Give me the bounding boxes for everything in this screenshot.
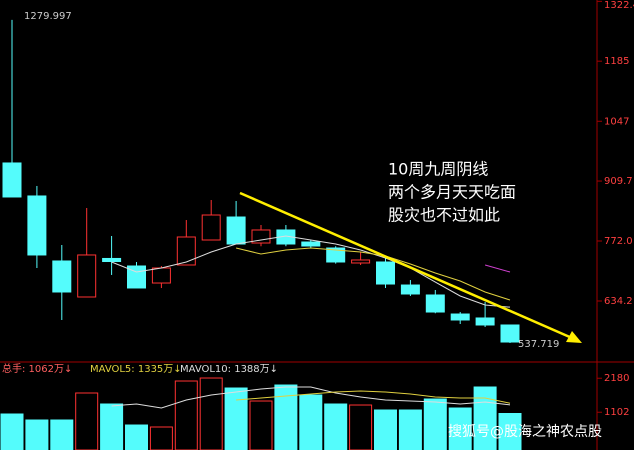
annotation: 10周九周阴线 — [388, 160, 488, 179]
volume-bar — [274, 384, 298, 450]
y-tick-label: 909.7 — [604, 176, 633, 187]
annotation: 股灾也不过如此 — [388, 206, 500, 225]
candle-body — [425, 294, 445, 313]
candle-body — [301, 241, 321, 247]
y-tick-label: 1322.4 — [604, 0, 634, 11]
candle-body — [27, 195, 47, 256]
volume-bar — [174, 380, 198, 450]
candle-body — [176, 236, 196, 266]
candle-body — [400, 284, 420, 295]
ma-line — [484, 264, 511, 273]
candle-body — [52, 260, 72, 293]
y-tick-label: 2180 — [604, 373, 629, 384]
volume-bar — [473, 386, 497, 450]
candle-body — [151, 267, 171, 284]
volume-bar — [423, 398, 447, 450]
volume-bar — [25, 419, 49, 450]
arrow-head — [566, 331, 582, 343]
candle-body — [500, 324, 520, 343]
ma-line — [236, 390, 511, 404]
watermark: 搜狐号@股海之神农点股 — [448, 424, 602, 440]
volume-bar — [100, 403, 124, 450]
volume-bar — [50, 419, 74, 450]
volume-bar — [125, 424, 148, 450]
ma-line — [111, 235, 511, 308]
candle-body — [326, 247, 346, 263]
volume-bar — [324, 403, 348, 450]
y-tick-label: 1047 — [604, 116, 629, 127]
y-tick-label: 1185 — [604, 56, 629, 67]
volume-bar — [75, 392, 99, 450]
candle-body — [226, 216, 246, 245]
high-label: 1279.997 — [24, 11, 72, 22]
low-label: 537.719 — [518, 339, 559, 350]
volume-bar — [249, 400, 273, 450]
ma-line — [111, 386, 511, 409]
candle-body — [77, 254, 97, 298]
volume-bar — [349, 404, 373, 450]
candle-body — [2, 162, 22, 198]
candle-body — [102, 257, 122, 263]
candle-body — [201, 214, 221, 241]
volume-bar — [398, 409, 422, 450]
candle-body — [351, 259, 371, 264]
volume-bar — [224, 387, 248, 450]
candle-body — [450, 313, 470, 321]
candle-body — [376, 261, 395, 285]
volume-bar — [374, 409, 397, 450]
volume-legend: 总手: 1062万↓ — [2, 362, 72, 375]
trend-arrow — [239, 191, 573, 340]
y-tick-label: 772.0 — [604, 236, 633, 247]
candle-body — [475, 317, 495, 326]
volume-legend: MAVOL5: 1335万↓ — [90, 364, 182, 375]
volume-legend: MAVOL10: 1388万↓ — [180, 364, 278, 375]
volume-bar — [199, 377, 223, 450]
volume-bar — [299, 394, 323, 450]
ma-line — [235, 247, 511, 301]
volume-bar — [149, 426, 173, 450]
volume-bar — [498, 413, 522, 450]
y-tick-label: 1102 — [604, 407, 629, 418]
volume-bar — [0, 413, 24, 450]
annotation: 两个多月天天吃面 — [388, 183, 516, 202]
y-tick-label: 634.2 — [604, 296, 633, 307]
